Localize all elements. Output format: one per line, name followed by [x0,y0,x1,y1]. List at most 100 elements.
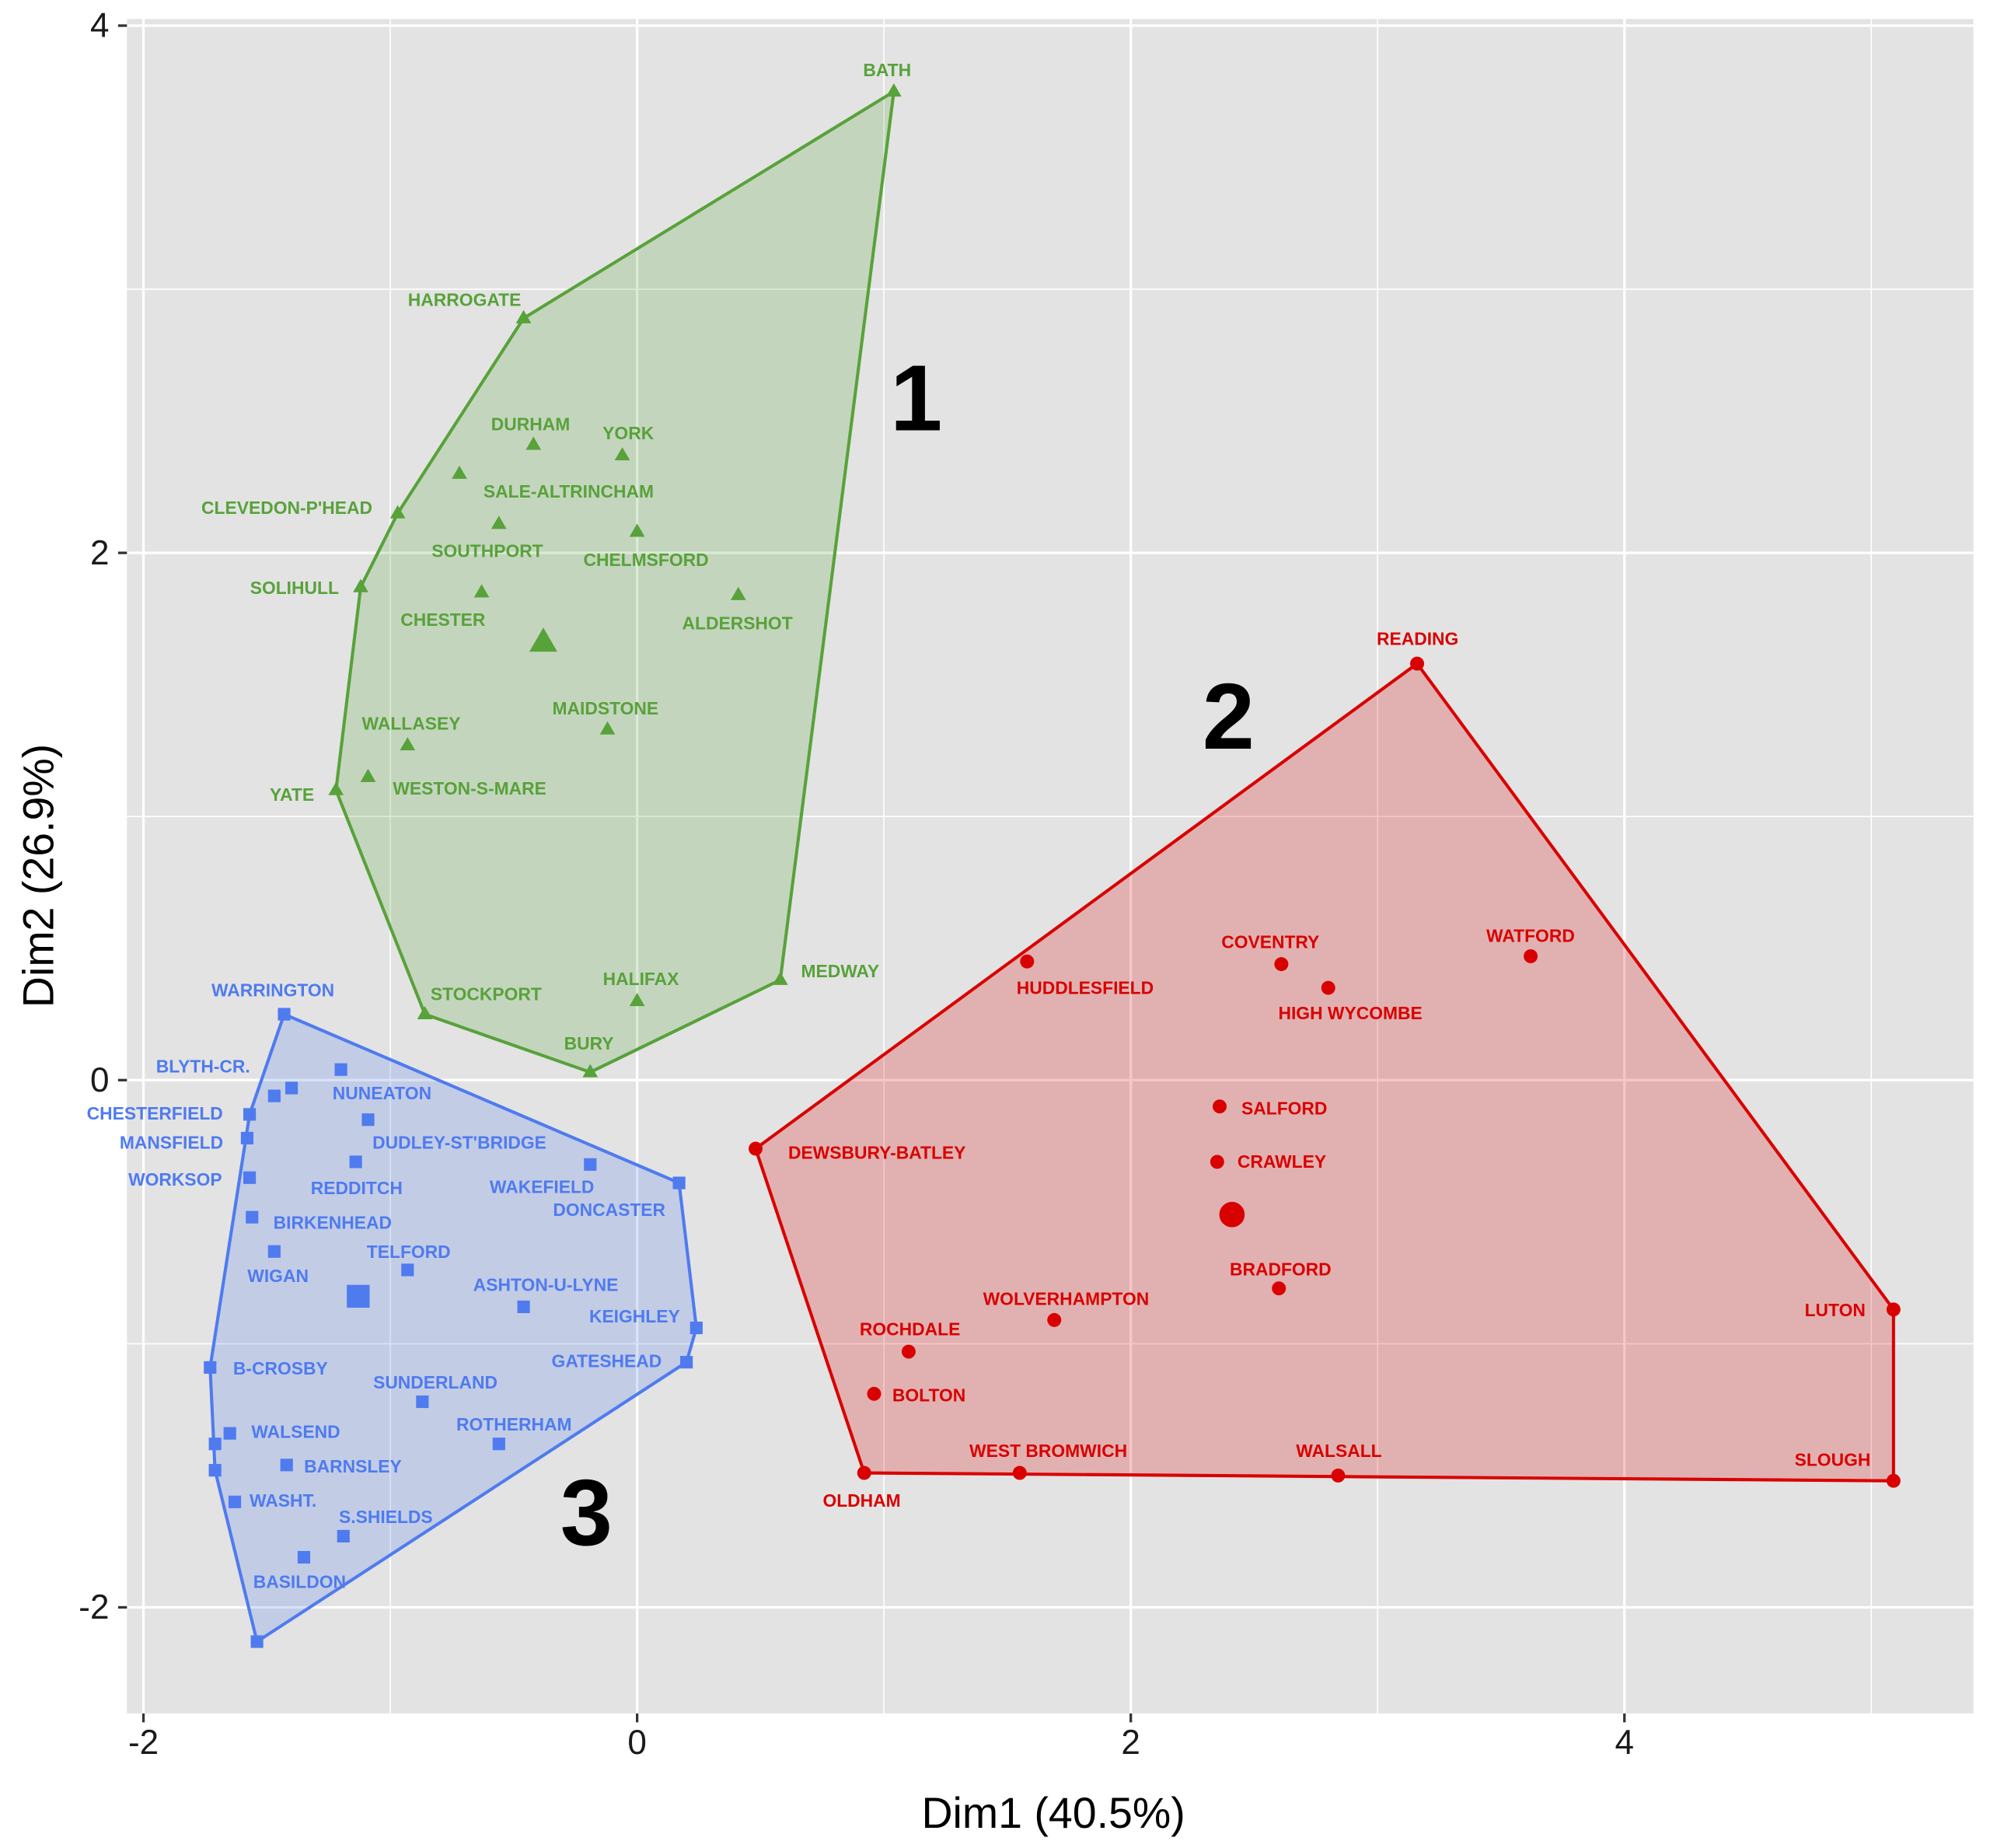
cluster-2-point [857,1465,871,1480]
point-label: WEST BROMWICH [969,1441,1127,1461]
plot-panel [127,19,1974,1714]
cluster-3-point [584,1158,597,1171]
point-label: HARROGATE [408,289,522,309]
point-label: COVENTRY [1221,932,1319,952]
cluster-3-point [690,1321,703,1335]
cluster-3-point [246,1210,259,1224]
point-label: WARRINGTON [211,980,334,1001]
cluster-1-point [473,584,490,598]
point-label: BURY [564,1033,614,1053]
cluster-1-point [389,505,406,519]
point-label: HUDDLESFIELD [1017,977,1154,997]
cluster-1-point [582,1064,599,1078]
cluster-3-point [204,1361,217,1374]
cluster-1-point [491,515,507,529]
point-label: MAIDSTONE [552,698,658,718]
cluster-number-label: 2 [1203,664,1255,769]
y-tick-label: 0 [90,1061,110,1099]
point-label: B-CROSBY [233,1358,328,1378]
point-label: WASHT. [250,1490,316,1511]
point-label: WALSALL [1296,1441,1381,1461]
cluster-2-point [1210,1155,1224,1169]
cluster-3-point [267,1089,281,1102]
cluster-numbers: 1 2 3 [560,345,1255,1564]
point-label: WOLVERHAMPTON [983,1288,1150,1308]
cluster-3-point [334,1063,347,1076]
cluster-1-point [353,578,368,592]
cluster-1-point [629,993,645,1007]
cluster-1-point [360,768,376,782]
cluster-3-point [349,1155,362,1169]
cluster-1-point [525,436,542,450]
point-label: YATE [270,784,314,805]
point-label: SOLIHULL [250,578,339,598]
cluster-2-point [1410,656,1424,671]
cluster-2-hull [753,662,1895,1483]
point-label: STOCKPORT [431,983,542,1004]
point-label: YORK [602,423,655,443]
cluster-2-point [1274,957,1289,972]
cluster-1-point [515,309,532,323]
cluster-1-point [328,781,344,795]
cluster-1-center [529,627,557,652]
cluster-number-label: 1 [890,345,942,450]
cluster-3-point [240,1131,254,1144]
point-label: BRADFORD [1230,1259,1332,1280]
point-label: DONCASTER [553,1200,665,1220]
point-label: MANSFIELD [120,1132,223,1152]
point-label: BOLTON [892,1385,965,1405]
cluster-3-point [208,1438,222,1451]
cluster-3-point [280,1458,293,1472]
point-label: NUNEATON [333,1083,431,1103]
cluster-3-point [401,1263,414,1277]
cluster-3-point [228,1495,242,1508]
cluster-3-center [347,1284,370,1308]
cluster-hulls [208,89,1895,1644]
point-label: MEDWAY [801,961,879,981]
cluster-3-point [267,1245,281,1258]
axes: -2 0 2 4 -2 0 2 4 [79,7,1634,1762]
cluster-3-point [337,1529,350,1542]
point-label: CHESTERFIELD [87,1103,223,1123]
cluster-number-label: 3 [560,1460,613,1565]
y-tick-label: -2 [79,1588,109,1626]
point-label: TELFORD [367,1242,451,1262]
point-label: SALFORD [1241,1098,1327,1118]
cluster-2-point [901,1344,916,1359]
point-label: KEIGHLEY [589,1306,680,1326]
point-label: SLOUGH [1795,1450,1871,1470]
cluster-3-point [208,1464,222,1477]
cluster-3-point [492,1438,505,1451]
cluster-1-point [772,971,788,985]
cluster-2-point [1331,1468,1346,1483]
point-label: LUTON [1805,1300,1866,1320]
point-label: BLYTH-CR. [156,1057,250,1077]
cluster-1-point [452,465,467,479]
cluster-1-point [417,1005,433,1020]
point-label: SOUTHPORT [431,541,543,561]
point-label: S.SHIELDS [339,1507,433,1527]
point-label: ROCHDALE [860,1319,960,1339]
cluster-1-point [400,737,416,751]
x-tick-label: -2 [128,1724,159,1762]
cluster-1-point [885,83,902,97]
cluster-3-point [278,1008,291,1021]
cluster-3-point [416,1395,429,1409]
point-label: WATFORD [1486,925,1575,945]
cluster-3-point [250,1635,264,1648]
cluster-3-point [243,1171,257,1184]
point-label: OLDHAM [822,1490,900,1511]
cluster-2-point [1047,1312,1062,1327]
cluster-2-center [1219,1201,1245,1228]
cluster-1-point [614,447,630,461]
point-label: DUDLEY-ST'BRIDGE [372,1132,546,1152]
point-label: CLEVEDON-P'HEAD [201,498,372,518]
y-tick-label: 4 [90,7,110,45]
point-label: WIGAN [247,1266,309,1286]
cluster-2-point [1020,954,1035,969]
point-label: GATESHEAD [552,1350,662,1371]
point-label: READING [1377,628,1458,648]
point-label: BARNSLEY [304,1456,402,1476]
x-axis-title: Dim1 (40.5%) [921,1789,1185,1837]
point-label: ALDERSHOT [683,613,793,634]
